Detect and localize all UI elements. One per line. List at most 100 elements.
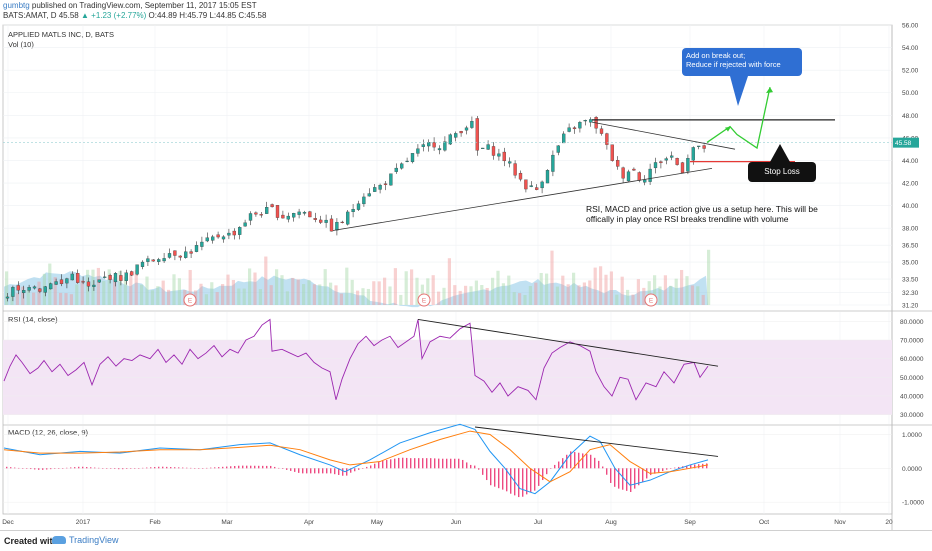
volume-bar <box>59 292 63 305</box>
macd-histogram-bar <box>158 466 160 469</box>
macd-histogram-bar <box>82 466 84 469</box>
volume-bar <box>707 249 711 305</box>
macd-histogram-bar <box>542 468 544 481</box>
macd-histogram-bar <box>62 468 64 469</box>
tradingview-text: TradingView <box>69 535 119 545</box>
macd-histogram-bar <box>626 468 628 491</box>
rsi-line <box>3 318 709 401</box>
macd-histogram-bar <box>630 468 632 492</box>
candle-down <box>680 162 685 173</box>
volume-bar <box>64 293 68 305</box>
volume-bar <box>377 281 381 305</box>
candle-down <box>518 172 523 180</box>
macd-histogram-bar <box>6 466 8 469</box>
candle-down <box>275 205 280 218</box>
volume-bar <box>507 275 511 305</box>
volume-bar <box>345 267 349 305</box>
candle-up <box>124 272 128 281</box>
volume-bar <box>53 277 57 305</box>
price-change: ▲ +1.23 (+2.77%) <box>81 11 147 20</box>
macd-histogram-bar <box>18 467 20 469</box>
price-tick-label: 54.00 <box>902 45 919 52</box>
volume-bar <box>215 292 219 305</box>
volume-bar <box>80 280 84 305</box>
stock-chart[interactable]: 56.0054.0052.0050.0048.0046.0044.0042.00… <box>0 0 932 530</box>
price-tick-label: 40.00 <box>902 203 919 210</box>
macd-histogram-bar <box>690 464 692 469</box>
price-tick-label: 44.00 <box>902 158 919 165</box>
macd-histogram-bar <box>358 468 360 470</box>
macd-histogram-bar <box>242 465 244 469</box>
candle-up <box>421 144 425 147</box>
macd-histogram-bar <box>422 458 424 469</box>
candle-up <box>578 122 582 129</box>
macd-histogram-bar <box>310 468 312 474</box>
macd-histogram-bar <box>650 468 652 476</box>
author-link[interactable]: gumbtg <box>3 1 30 10</box>
volume-bar <box>663 275 667 305</box>
candle-up <box>65 278 69 284</box>
macd-histogram-bar <box>606 468 608 475</box>
macd-histogram-bar <box>342 468 344 476</box>
macd-histogram-bar <box>138 468 140 469</box>
candle-down <box>610 144 614 161</box>
macd-histogram-bar <box>186 467 188 469</box>
volume-bar <box>323 269 327 305</box>
candle-down <box>475 118 479 151</box>
candle-down <box>675 158 679 165</box>
volume-bar <box>615 294 619 305</box>
volume-bar <box>690 285 694 305</box>
candle-down <box>572 127 577 130</box>
macd-histogram-bar <box>98 467 100 469</box>
volume-bar <box>555 286 559 305</box>
time-tick-label: Jul <box>534 519 543 526</box>
macd-histogram-bar <box>602 466 604 469</box>
candle-up <box>54 281 58 285</box>
candle-down <box>383 183 388 185</box>
macd-histogram-bar <box>590 454 592 469</box>
candle-down <box>491 146 496 156</box>
volume-bar <box>680 269 684 305</box>
macd-histogram-bar <box>118 468 120 470</box>
candle-down <box>319 219 323 223</box>
volume-bar <box>269 285 273 305</box>
macd-histogram-bar <box>618 468 620 489</box>
candle-up <box>448 134 452 145</box>
volume-bar <box>291 277 295 305</box>
volume-bar <box>399 294 403 305</box>
macd-histogram-bar <box>154 467 156 469</box>
volume-bar <box>431 275 435 305</box>
volume-bar <box>177 278 181 305</box>
volume-label: Vol (10) <box>8 40 34 49</box>
earnings-marker-label: E <box>188 298 193 305</box>
candle-up <box>470 121 474 128</box>
publish-info: published on TradingView.com, September … <box>29 1 257 10</box>
macd-histogram-bar <box>294 468 296 472</box>
volume-bar <box>491 277 495 305</box>
macd-histogram-bar <box>198 468 200 469</box>
volume-bar <box>485 287 489 305</box>
macd-histogram-bar <box>582 453 584 469</box>
volume-bar <box>561 275 565 305</box>
tradingview-brand[interactable]: TradingView <box>52 535 119 545</box>
macd-histogram-bar <box>642 468 644 482</box>
volume-bar <box>113 277 117 305</box>
candle-down <box>637 172 641 181</box>
macd-histogram-bar <box>430 458 432 469</box>
candle-up <box>497 153 501 157</box>
time-tick-label: Aug <box>605 519 617 526</box>
candle-down <box>524 179 528 190</box>
macd-histogram-bar <box>162 466 164 469</box>
macd-histogram-bar <box>522 468 524 497</box>
volume-bar <box>480 284 484 305</box>
candle-up <box>200 241 204 247</box>
rsi-tick-label: 50.0000 <box>900 375 924 382</box>
candle-down <box>599 128 604 134</box>
candle-up <box>162 258 166 262</box>
macd-histogram-bar <box>598 460 600 469</box>
volume-bar <box>577 285 581 305</box>
candle-up <box>464 127 469 131</box>
macd-histogram-bar <box>214 467 216 469</box>
volume-bar <box>572 272 576 305</box>
footer: Created with TradingView <box>0 530 932 551</box>
